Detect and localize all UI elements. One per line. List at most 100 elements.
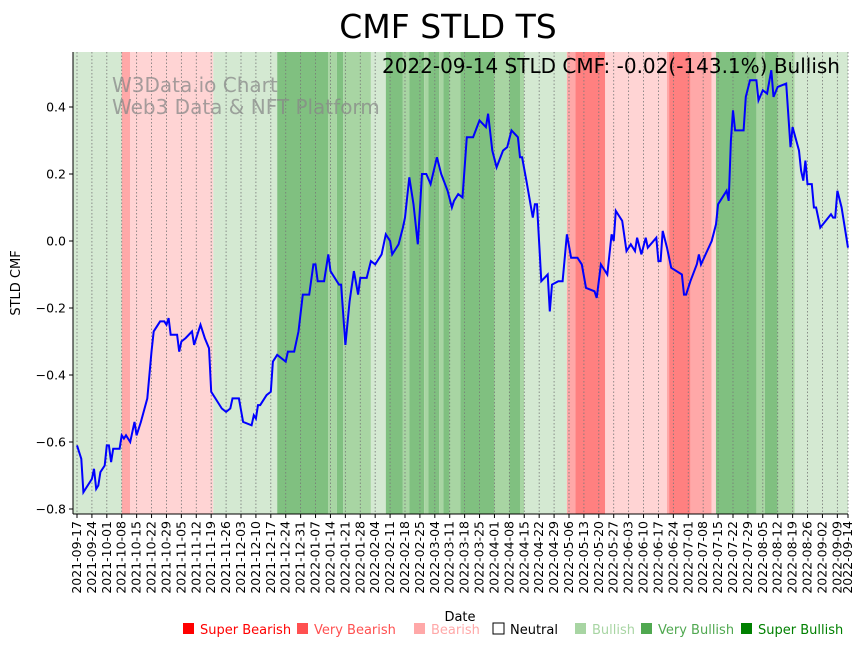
x-tick-label: 2022-08-05: [755, 521, 770, 594]
y-tick-label: 0.0: [46, 234, 66, 249]
y-tick-label: −0.4: [36, 368, 66, 383]
x-tick-label: 2022-03-18: [457, 521, 472, 594]
x-tick-label: 2021-10-08: [114, 521, 129, 594]
x-tick-label: 2022-05-13: [576, 521, 591, 594]
x-axis-label: Date: [444, 610, 475, 625]
regime-band-bullish: [370, 52, 386, 514]
x-tick-label: 2022-05-20: [591, 521, 606, 594]
x-tick-label: 2022-07-08: [695, 521, 710, 594]
legend-swatch: [492, 622, 505, 635]
x-tick-label: 2022-03-25: [472, 521, 487, 594]
legend-label: Bearish: [431, 623, 480, 638]
legend-label: Neutral: [510, 623, 558, 638]
regime-band-very-bearish: [666, 52, 670, 514]
x-tick-label: 2022-07-22: [725, 521, 740, 594]
x-tick-label: 2022-07-15: [710, 521, 725, 594]
x-tick-label: 2022-06-03: [621, 521, 636, 594]
grid-lines: [76, 52, 849, 514]
legend-swatch: [414, 623, 425, 634]
x-tick-label: 2021-11-05: [173, 521, 188, 594]
regime-band-very-bullish: [777, 52, 795, 514]
legend-swatch: [297, 623, 308, 634]
x-tick-label: 2021-11-26: [218, 521, 233, 594]
regime-band-super-bullish: [715, 52, 757, 514]
x-tick-label: 2022-02-18: [397, 521, 412, 594]
legend-item-very-bearish: Very Bearish: [297, 623, 396, 638]
regime-band-very-bullish: [343, 52, 371, 514]
x-tick-label: 2022-04-08: [501, 521, 516, 594]
legend-label: Super Bullish: [758, 623, 843, 638]
x-tick-label: 2022-07-01: [680, 521, 695, 594]
x-tick-label: 2022-08-12: [770, 521, 785, 594]
x-tick-label: 2022-04-15: [516, 521, 531, 594]
x-tick-label: 2022-04-29: [546, 521, 561, 594]
watermark-line-2: Web3 Data & NFT Platform: [112, 95, 380, 119]
legend-swatch: [641, 623, 652, 634]
x-tick-label: 2022-06-24: [665, 521, 680, 594]
cmf-series-line: [76, 70, 849, 496]
x-tick-label: 2021-12-10: [248, 521, 263, 594]
legend: Super Bearish Very Bearish Bearish Neutral B…: [183, 622, 843, 638]
regime-band-super-bullish: [764, 52, 778, 514]
regime-band-very-bearish: [566, 52, 576, 514]
regime-band-bullish: [213, 52, 278, 514]
y-tick-label: −0.2: [36, 301, 66, 316]
x-tick-label: 2022-09-14: [840, 521, 855, 594]
x-tick-label: 2022-04-22: [531, 521, 546, 594]
legend-swatch: [575, 623, 586, 634]
x-tick-label: 2022-01-14: [322, 521, 337, 594]
x-tick-label: 2021-12-17: [263, 521, 278, 594]
regime-band-super-bearish: [669, 52, 691, 514]
regime-band-super-bullish: [443, 52, 450, 514]
regime-band-very-bullish: [402, 52, 410, 514]
x-tick-label: 2022-06-17: [650, 521, 665, 594]
x-tick-label: 2022-05-27: [606, 521, 621, 594]
regime-band-very-bullish: [424, 52, 429, 514]
x-tick-label: 2021-12-31: [293, 521, 308, 594]
regime-band-very-bearish: [121, 52, 131, 514]
x-tick-label: 2021-10-22: [144, 521, 159, 594]
legend-label: Super Bearish: [200, 623, 291, 638]
regime-band-super-bullish: [277, 52, 329, 514]
regime-band-super-bullish: [336, 52, 344, 514]
legend-item-super-bearish: Super Bearish: [183, 623, 291, 638]
x-tick-label: 2022-02-04: [367, 521, 382, 594]
x-tick-label: 2022-07-29: [740, 521, 755, 594]
regime-band-very-bullish: [449, 52, 461, 514]
regime-band-bearish: [130, 52, 214, 514]
x-tick-label: 2022-01-21: [337, 521, 352, 594]
legend-item-super-bullish: Super Bullish: [741, 623, 843, 638]
x-tick-label: 2021-12-03: [233, 521, 248, 594]
y-axis-label: STLD CMF: [9, 250, 24, 315]
legend-item-very-bullish: Very Bullish: [641, 623, 734, 638]
regime-band-very-bullish: [494, 52, 510, 514]
regime-band-bearish: [711, 52, 716, 514]
regime-band-very-bullish: [756, 52, 765, 514]
x-tick-label: 2022-02-25: [412, 521, 427, 594]
x-tick-label: 2021-09-24: [84, 521, 99, 594]
regime-band-very-bullish: [439, 52, 444, 514]
regime-band-super-bullish: [428, 52, 440, 514]
regime-band-bullish: [73, 52, 122, 514]
x-tick-label: 2022-01-28: [352, 521, 367, 594]
y-tick-label: −0.8: [36, 502, 66, 517]
x-tick-label: 2021-10-29: [158, 521, 173, 594]
legend-label: Very Bearish: [314, 623, 396, 638]
legend-label: Bullish: [592, 623, 635, 638]
legend-swatch: [741, 623, 752, 634]
regime-band-very-bullish: [328, 52, 337, 514]
regime-band-very-bullish: [520, 52, 525, 514]
x-tick-label: 2022-03-04: [427, 521, 442, 594]
x-tick-label: 2021-11-19: [203, 521, 218, 594]
x-tick-label: 2021-10-01: [99, 521, 114, 594]
x-tick-label: 2021-10-15: [129, 521, 144, 594]
y-tick-label: −0.6: [36, 435, 66, 450]
chart-title: CMF STLD TS: [339, 7, 556, 46]
x-tick-label: 2022-04-01: [486, 521, 501, 594]
regime-band-super-bullish: [509, 52, 521, 514]
watermark-line-1: W3Data.io Chart: [112, 73, 278, 97]
x-tick-label: 2022-08-19: [785, 521, 800, 594]
x-tick-label: 2021-12-24: [278, 521, 293, 594]
regime-band-bullish: [524, 52, 567, 514]
